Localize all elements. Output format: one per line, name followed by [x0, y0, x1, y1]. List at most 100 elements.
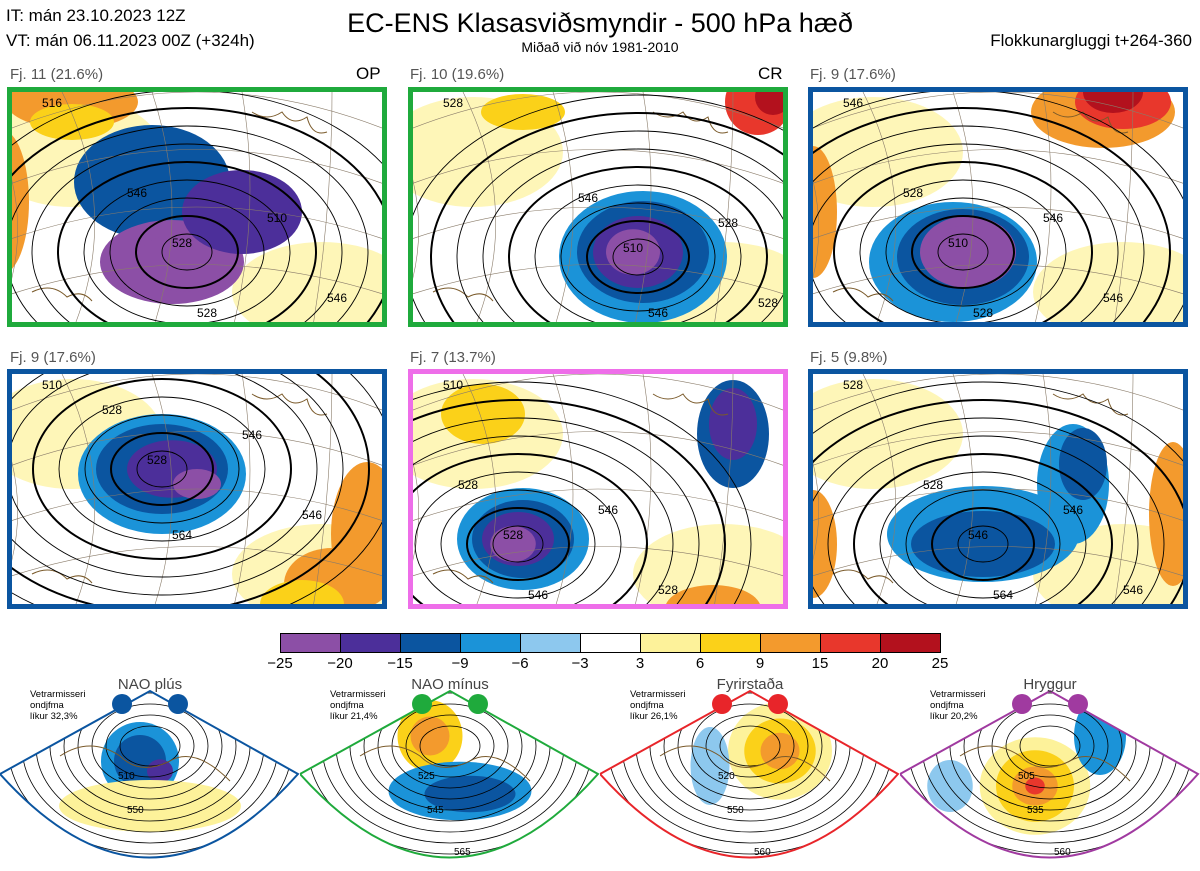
anomaly-area	[147, 759, 173, 783]
anomaly-area	[232, 242, 382, 322]
meridian	[952, 92, 974, 322]
height-contour	[879, 471, 1087, 604]
map-canvas: 510 528 528 546 564 546	[12, 374, 382, 604]
regime-note-line: líkur 20,2%	[930, 711, 978, 722]
contour-label: 528	[503, 528, 523, 542]
anomaly-area	[410, 716, 450, 756]
contour-label: 546	[528, 588, 548, 602]
colorbar-tick-label: 20	[871, 655, 889, 672]
height-contour	[885, 197, 1041, 307]
colorbar-segment	[820, 633, 881, 653]
meridian	[635, 374, 652, 604]
contour-label: 528	[843, 378, 863, 392]
contour-label: 525	[418, 771, 435, 782]
regime-marker	[1012, 694, 1032, 714]
height-contour	[430, 112, 783, 322]
meridian	[313, 374, 333, 604]
height-contour	[813, 417, 1165, 604]
height-contour	[957, 525, 1009, 563]
anomaly-area	[1059, 428, 1107, 500]
height-contour	[905, 489, 1061, 599]
coastline	[832, 569, 894, 584]
coastline	[659, 745, 831, 782]
contour-label: 546	[1043, 211, 1063, 225]
parallel	[813, 374, 1183, 411]
contour-label: 505	[1018, 771, 1035, 782]
height-contour	[413, 94, 783, 322]
contour-label: 546	[578, 191, 598, 205]
page-subtitle: Miðað við nóv 1981-2010	[521, 39, 679, 55]
height-contour	[413, 417, 700, 604]
regime-title: NAO plús	[117, 676, 183, 693]
parallel	[413, 149, 783, 184]
height-contour	[119, 725, 181, 767]
height-contour	[77, 692, 223, 800]
height-contour	[419, 725, 481, 767]
anomaly-area	[927, 760, 973, 812]
regime-blocking: 520 550 560 Fyrirstaða Vetrarmisseri ondjfma l…	[600, 676, 900, 871]
parallel	[413, 92, 783, 129]
anomaly-area	[911, 511, 1055, 577]
panel-2-tag: CR	[758, 64, 783, 83]
regime-note-line: Vetrarmisseri	[30, 689, 86, 700]
height-contour	[12, 107, 382, 322]
regime-marker	[112, 694, 132, 714]
height-contour	[12, 374, 344, 596]
regime-note-line: ondjfma	[330, 700, 364, 711]
colorbar-tick-label: −20	[327, 655, 353, 672]
cluster-map-3: 546 510 528 546 528 546	[808, 87, 1188, 327]
contour-label: 560	[1054, 847, 1071, 858]
meridian	[61, 374, 95, 604]
coastline	[31, 287, 93, 302]
height-contour	[931, 507, 1035, 581]
colorbar-segment	[280, 633, 341, 653]
parallel	[12, 488, 382, 521]
height-contour	[977, 692, 1123, 800]
meridian	[12, 179, 18, 279]
parallel	[12, 431, 382, 466]
regime-note-line: ondjfma	[930, 700, 964, 711]
contour-label: 516	[42, 96, 62, 110]
panel-1-label: Fj. 11 (21.6%)	[10, 66, 104, 83]
contour-label: 546	[1063, 503, 1083, 517]
contour-label: 546	[1103, 291, 1123, 305]
height-contour	[135, 215, 239, 289]
height-contour	[63, 691, 237, 811]
contour-label: 510	[443, 378, 463, 392]
regime-note: Vetrarmisseri ondjfma líkur 21,4%	[330, 689, 385, 722]
panel-3-label: Fj. 9 (17.6%)	[810, 66, 896, 83]
regime-marker	[168, 694, 188, 714]
height-contour	[492, 525, 544, 563]
meridian	[462, 374, 496, 604]
contour-label: 560	[754, 847, 771, 858]
parallel	[813, 149, 1183, 184]
parallel	[12, 149, 382, 184]
colorbar-tick-label: −25	[267, 655, 293, 672]
height-contour	[827, 435, 1139, 604]
height-contour	[508, 166, 768, 322]
cluster-window: Flokkunargluggi t+264-360	[990, 31, 1192, 50]
regime-marker	[412, 694, 432, 714]
contour-label: 565	[454, 847, 471, 858]
height-contour	[456, 130, 783, 322]
regime-note-line: líkur 21,4%	[330, 711, 378, 722]
contour-label: 546	[1123, 583, 1143, 597]
contour-label: 528	[102, 403, 122, 417]
contour-label: 528	[903, 186, 923, 200]
meridian	[234, 92, 251, 322]
height-contour	[586, 220, 690, 294]
parallel	[12, 206, 382, 239]
meridian	[313, 92, 333, 322]
anomaly-area	[813, 97, 963, 207]
regime-title: Hryggur	[1023, 676, 1077, 693]
contour-label: 546	[843, 96, 863, 110]
height-contour	[813, 125, 1145, 322]
initial-time: IT: mán 23.10.2023 12Z	[6, 6, 186, 25]
panel-6-label: Fj. 5 (9.8%)	[810, 349, 888, 366]
height-contour	[612, 238, 664, 276]
height-contour	[105, 714, 195, 778]
coastline	[251, 111, 328, 134]
meridian	[1035, 92, 1052, 322]
contour-label: 520	[718, 771, 735, 782]
contour-label: 535	[1027, 805, 1044, 816]
